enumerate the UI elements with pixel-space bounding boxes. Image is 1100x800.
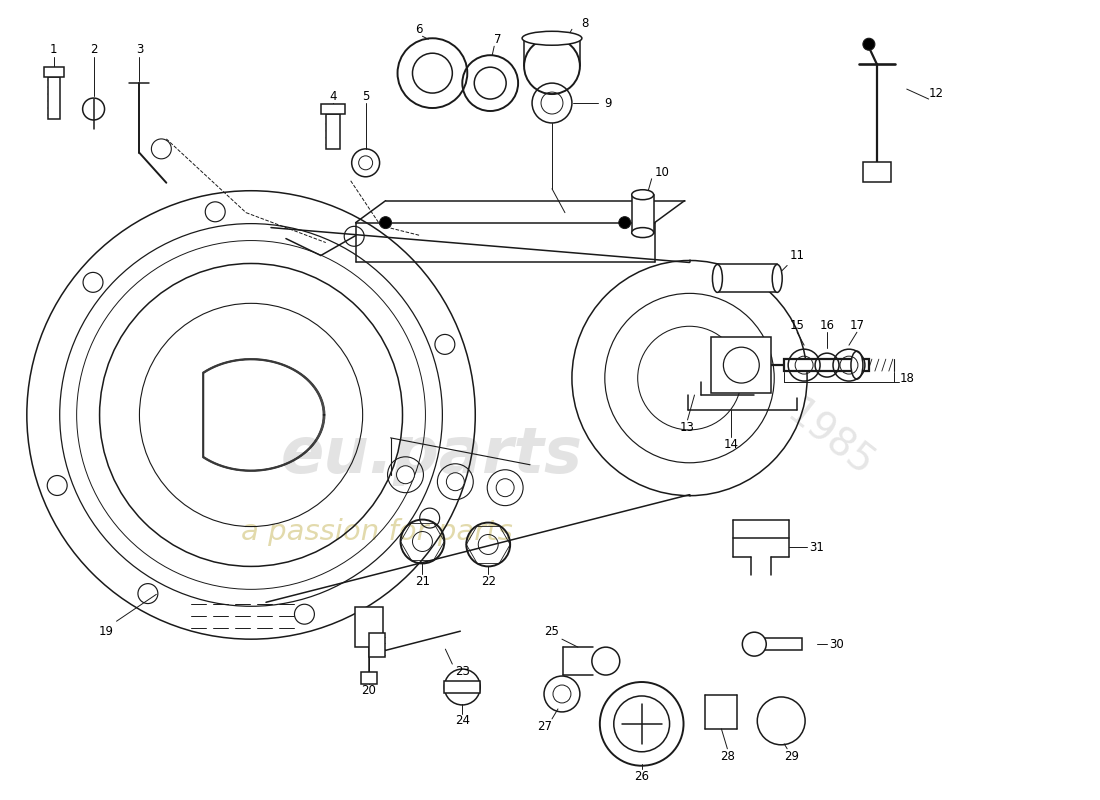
Text: 28: 28 (719, 750, 735, 763)
Bar (321, 104, 344, 114)
Text: 2: 2 (90, 42, 97, 56)
Text: 23: 23 (455, 665, 470, 678)
Circle shape (862, 38, 874, 50)
Circle shape (396, 466, 415, 484)
Text: 5: 5 (362, 90, 370, 102)
Text: 1: 1 (50, 42, 57, 56)
Text: 10: 10 (654, 166, 669, 179)
Ellipse shape (522, 31, 582, 46)
Text: 14: 14 (724, 438, 739, 451)
Text: 6: 6 (415, 22, 422, 36)
Text: 9: 9 (604, 97, 612, 110)
Bar (717, 265, 778, 292)
Ellipse shape (631, 190, 653, 200)
Text: 11: 11 (790, 249, 804, 262)
Text: 7: 7 (494, 33, 502, 46)
Circle shape (619, 217, 630, 229)
Text: 24: 24 (454, 714, 470, 727)
Ellipse shape (713, 265, 723, 292)
Bar (326, 114, 340, 149)
Text: a passion for parts: a passion for parts (241, 518, 513, 546)
Bar (368, 633, 385, 657)
Text: 15: 15 (790, 318, 804, 332)
Text: 25: 25 (544, 625, 560, 638)
Bar (444, 681, 481, 693)
Text: 29: 29 (783, 750, 799, 763)
Text: 21: 21 (415, 575, 430, 588)
Bar (47, 77, 59, 119)
Circle shape (447, 473, 464, 490)
Text: 16: 16 (820, 318, 835, 332)
Text: 17: 17 (849, 318, 865, 332)
Bar (712, 338, 771, 393)
Bar (44, 67, 64, 77)
Text: 12: 12 (930, 86, 944, 99)
Text: 27: 27 (538, 720, 552, 734)
Bar (354, 607, 383, 647)
Circle shape (496, 478, 514, 497)
Text: 1985: 1985 (779, 394, 881, 486)
Text: 20: 20 (361, 685, 376, 698)
Ellipse shape (851, 351, 862, 379)
Bar (862, 162, 891, 182)
Text: 8: 8 (581, 17, 589, 30)
Text: eu.parts: eu.parts (280, 424, 583, 486)
Text: 30: 30 (829, 638, 845, 650)
Text: 13: 13 (680, 422, 695, 434)
Circle shape (742, 632, 767, 656)
Text: 26: 26 (635, 770, 649, 783)
Bar (631, 194, 653, 233)
Bar (361, 672, 376, 684)
Ellipse shape (772, 265, 782, 292)
Text: 4: 4 (329, 90, 337, 102)
Text: 19: 19 (99, 625, 114, 638)
Ellipse shape (631, 228, 653, 238)
Text: 18: 18 (900, 371, 914, 385)
Text: 22: 22 (481, 575, 496, 588)
Bar (784, 359, 869, 371)
Text: 31: 31 (810, 541, 825, 554)
Bar (755, 638, 802, 650)
Circle shape (379, 217, 392, 229)
Text: 3: 3 (135, 42, 143, 56)
